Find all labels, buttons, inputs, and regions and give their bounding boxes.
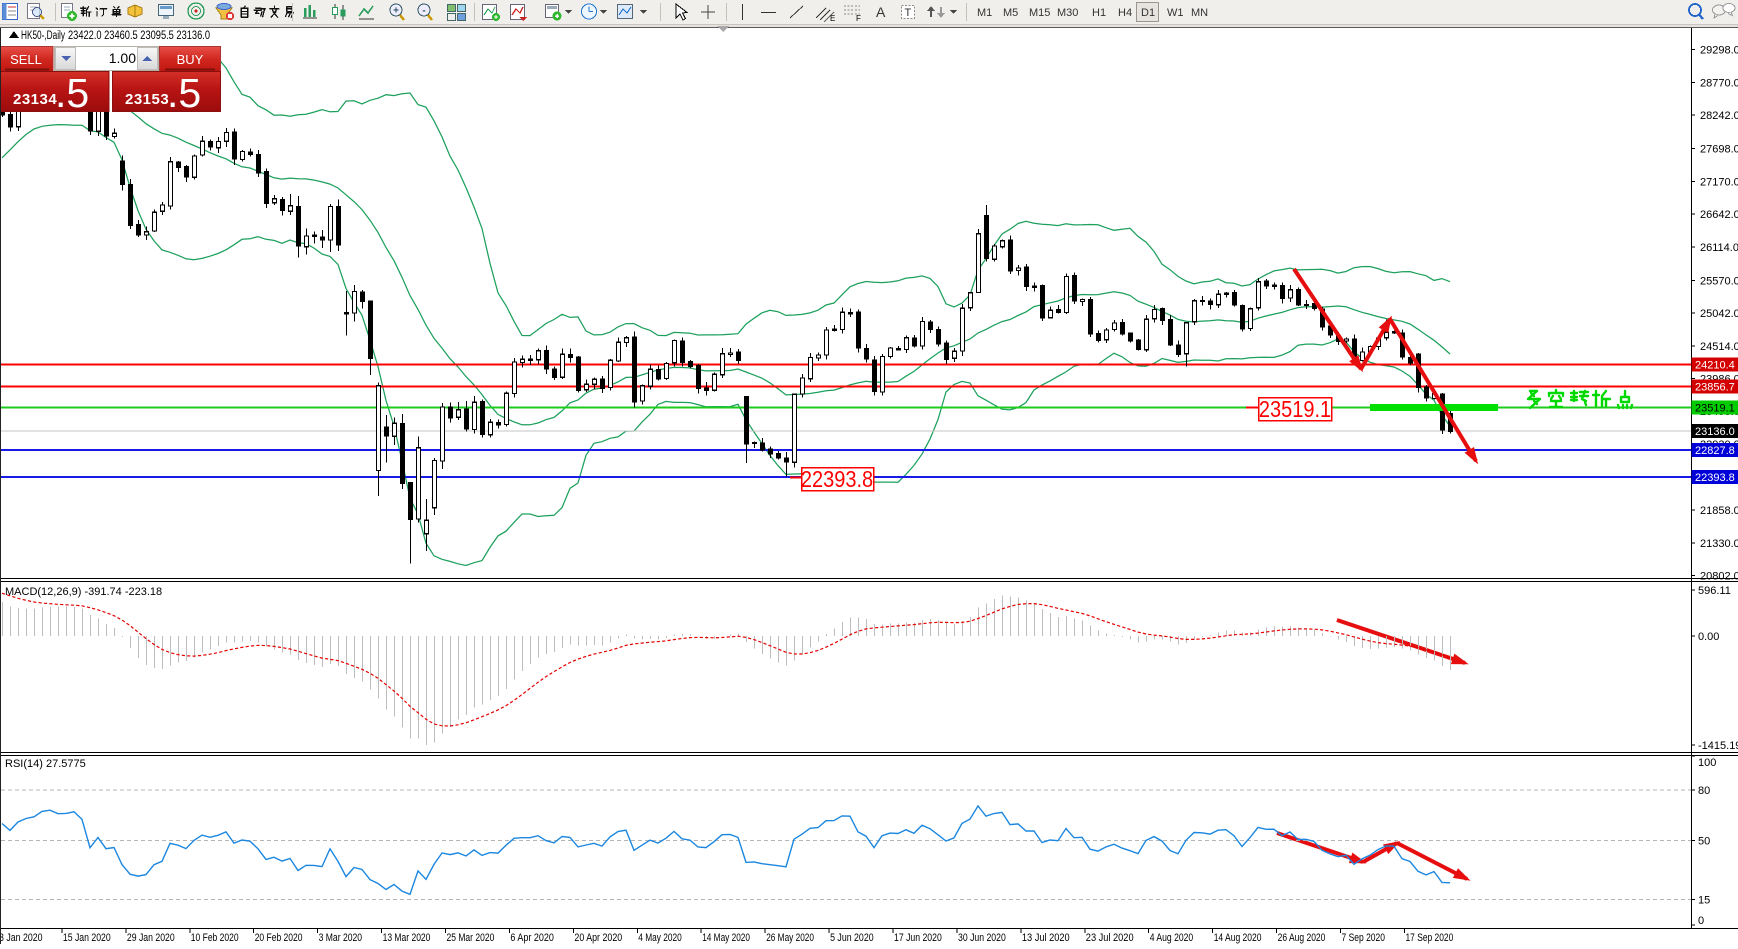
svg-text:23134: 23134 xyxy=(13,91,57,108)
svg-text:M15: M15 xyxy=(1029,7,1050,19)
svg-text:20 Apr 2020: 20 Apr 2020 xyxy=(574,932,622,944)
svg-text:596.11: 596.11 xyxy=(1698,585,1731,597)
svg-text:0.00: 0.00 xyxy=(1698,631,1719,643)
svg-text:14 May 2020: 14 May 2020 xyxy=(702,932,750,944)
svg-text:6 Apr 2020: 6 Apr 2020 xyxy=(510,932,554,944)
svg-text:24210.4: 24210.4 xyxy=(1695,360,1735,372)
svg-text:22827.8: 22827.8 xyxy=(1695,445,1735,457)
svg-text:E: E xyxy=(830,14,835,23)
svg-text:5 Jun 2020: 5 Jun 2020 xyxy=(830,932,874,944)
svg-text:.5: .5 xyxy=(167,70,201,116)
svg-text:.5: .5 xyxy=(55,70,89,116)
svg-text:30 Jun 2020: 30 Jun 2020 xyxy=(958,932,1006,944)
svg-text:17 Jun 2020: 17 Jun 2020 xyxy=(894,932,942,944)
svg-text:26642.0: 26642.0 xyxy=(1700,209,1738,221)
svg-text:27698.0: 27698.0 xyxy=(1700,144,1738,156)
svg-text:14 Aug 2020: 14 Aug 2020 xyxy=(1214,932,1262,944)
svg-text:F: F xyxy=(856,14,861,23)
svg-text:13 Jul 2020: 13 Jul 2020 xyxy=(1022,932,1070,944)
svg-text:M1: M1 xyxy=(977,7,992,19)
svg-text:4 Aug 2020: 4 Aug 2020 xyxy=(1150,932,1194,944)
svg-text:M30: M30 xyxy=(1057,7,1078,19)
svg-text:21858.0: 21858.0 xyxy=(1700,505,1738,517)
svg-text:50: 50 xyxy=(1698,836,1710,848)
svg-text:24514.0: 24514.0 xyxy=(1700,341,1738,353)
svg-text:28242.0: 28242.0 xyxy=(1700,110,1738,122)
svg-text:MN: MN xyxy=(1191,7,1208,19)
svg-text:25042.0: 25042.0 xyxy=(1700,308,1738,320)
svg-text:4 May 2020: 4 May 2020 xyxy=(638,932,682,944)
svg-text:15: 15 xyxy=(1698,895,1710,907)
svg-text:-1415.19: -1415.19 xyxy=(1698,740,1738,752)
svg-text:23519.1: 23519.1 xyxy=(1695,402,1735,414)
svg-text:13 Mar 2020: 13 Mar 2020 xyxy=(383,932,431,944)
svg-text:80: 80 xyxy=(1698,785,1710,797)
svg-text:HK50-,Daily: HK50-,Daily xyxy=(21,30,65,42)
svg-text:10 Feb 2020: 10 Feb 2020 xyxy=(191,932,239,944)
svg-text:23519.1: 23519.1 xyxy=(1259,396,1331,423)
svg-text:H4: H4 xyxy=(1118,7,1132,19)
svg-text:20802.0: 20802.0 xyxy=(1700,571,1738,583)
svg-text:M5: M5 xyxy=(1003,7,1018,19)
svg-text:7 Sep 2020: 7 Sep 2020 xyxy=(1342,932,1386,944)
svg-text:23153: 23153 xyxy=(125,91,169,108)
svg-text:T: T xyxy=(905,7,912,19)
svg-text:25 Mar 2020: 25 Mar 2020 xyxy=(447,932,495,944)
svg-text:23136.0: 23136.0 xyxy=(1695,426,1735,438)
svg-text:26 Aug 2020: 26 Aug 2020 xyxy=(1278,932,1326,944)
svg-text:-: - xyxy=(422,6,425,17)
svg-text:23856.7: 23856.7 xyxy=(1695,382,1735,394)
svg-text:MACD(12,26,9) -391.74 -223.18: MACD(12,26,9) -391.74 -223.18 xyxy=(5,586,162,598)
svg-text:+: + xyxy=(393,6,399,17)
svg-text:22393.8: 22393.8 xyxy=(801,466,873,493)
svg-text:1.00: 1.00 xyxy=(109,50,136,66)
svg-text:100: 100 xyxy=(1698,757,1716,769)
svg-text:29298.0: 29298.0 xyxy=(1700,45,1738,57)
svg-text:SELL: SELL xyxy=(10,52,42,67)
svg-text:H1: H1 xyxy=(1092,7,1106,19)
svg-text:23422.0 23460.5 23095.5 23136.: 23422.0 23460.5 23095.5 23136.0 xyxy=(68,30,210,42)
svg-text:25570.0: 25570.0 xyxy=(1700,276,1738,288)
svg-text:22393.8: 22393.8 xyxy=(1695,472,1735,484)
svg-text:RSI(14) 27.5775: RSI(14) 27.5775 xyxy=(5,758,86,770)
svg-text:A: A xyxy=(876,4,886,20)
svg-text:28770.0: 28770.0 xyxy=(1700,77,1738,89)
svg-text:D1: D1 xyxy=(1141,7,1155,19)
svg-text:23 Jul 2020: 23 Jul 2020 xyxy=(1086,932,1134,944)
svg-text:20 Feb 2020: 20 Feb 2020 xyxy=(255,932,303,944)
svg-text:15 Jan 2020: 15 Jan 2020 xyxy=(63,932,111,944)
svg-text:W1: W1 xyxy=(1167,7,1184,19)
svg-text:17 Sep 2020: 17 Sep 2020 xyxy=(1406,932,1454,944)
svg-text:3 Mar 2020: 3 Mar 2020 xyxy=(319,932,363,944)
svg-text:0: 0 xyxy=(1698,915,1704,927)
svg-text:BUY: BUY xyxy=(177,52,204,67)
svg-text:21330.0: 21330.0 xyxy=(1700,538,1738,550)
svg-text:3 Jan 2020: 3 Jan 2020 xyxy=(0,932,43,944)
svg-text:29 Jan 2020: 29 Jan 2020 xyxy=(127,932,175,944)
svg-text:26114.0: 26114.0 xyxy=(1700,242,1738,254)
svg-text:26 May 2020: 26 May 2020 xyxy=(766,932,814,944)
svg-text:27170.0: 27170.0 xyxy=(1700,176,1738,188)
